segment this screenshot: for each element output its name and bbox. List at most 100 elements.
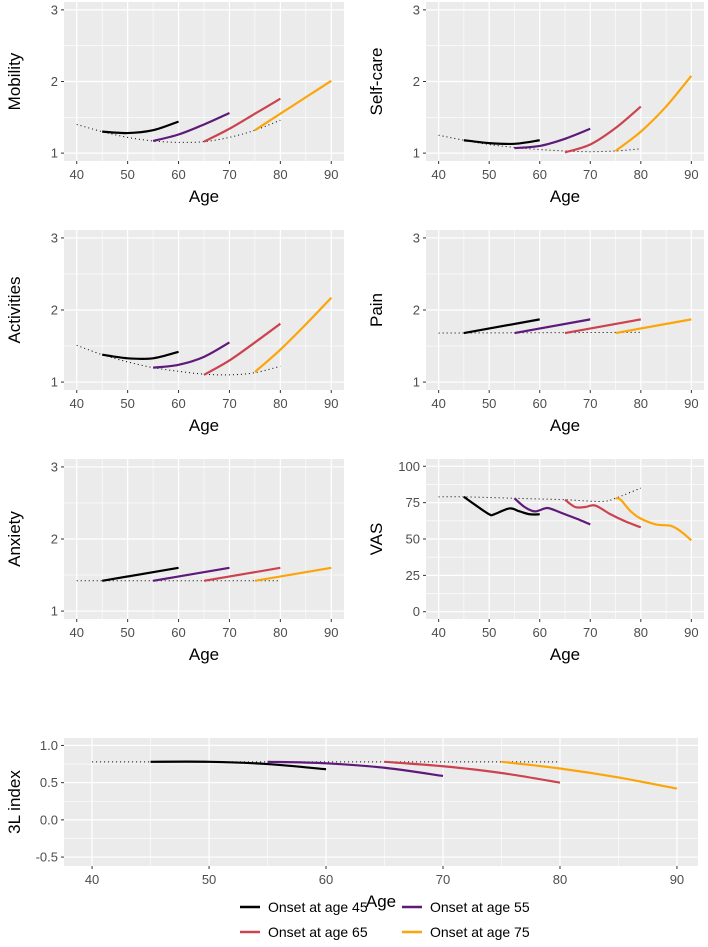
x-axis-label: Age xyxy=(189,645,219,664)
x-tick-label: 80 xyxy=(634,625,648,640)
x-tick-label: 60 xyxy=(532,396,546,411)
x-tick-label: 90 xyxy=(324,167,338,182)
y-tick-label: 75 xyxy=(406,495,420,510)
series-line-onset-45 xyxy=(101,566,179,582)
reference-line xyxy=(438,331,641,334)
y-axis-label: Self-care xyxy=(367,47,386,115)
series-line-onset-65 xyxy=(384,760,561,784)
x-tick-label: 80 xyxy=(553,872,567,887)
x-tick-label: 90 xyxy=(684,625,698,640)
x-tick-label: 40 xyxy=(85,872,99,887)
series-line-onset-45 xyxy=(150,760,327,771)
series-line-onset-75 xyxy=(615,497,693,542)
series-line-onset-55 xyxy=(152,112,230,143)
series-line-onset-65 xyxy=(203,566,281,582)
y-tick-label: 1 xyxy=(413,375,420,390)
y-tick-label: 1 xyxy=(51,146,58,161)
x-axis-label: Age xyxy=(189,416,219,435)
y-tick-label: 25 xyxy=(406,568,420,583)
series-line-onset-45 xyxy=(102,350,179,361)
y-tick-label: 2 xyxy=(51,532,58,547)
y-axis-label: Activities xyxy=(5,276,24,343)
y-axis-label: Mobility xyxy=(5,52,24,110)
legend-label: Onset at age 45 xyxy=(268,899,368,915)
series-line-onset-45 xyxy=(463,318,540,335)
x-tick-label: 60 xyxy=(319,872,333,887)
x-axis-label: Age xyxy=(550,187,580,206)
x-axis-label: Age xyxy=(550,645,580,664)
series-line-onset-45 xyxy=(463,495,540,517)
panel-3l-index: 40 50 60 70 80 90 -0.5 0.0 0.5 1.0 Age 3L index xyxy=(5,738,698,911)
series-line-onset-65 xyxy=(564,105,642,154)
x-tick-label: 60 xyxy=(532,625,546,640)
series-line-onset-65 xyxy=(203,322,282,376)
x-tick-label: 50 xyxy=(482,167,496,182)
x-tick-label: 60 xyxy=(532,167,546,182)
panel-pain: 40 50 60 70 80 90 1 2 3 Age Pain xyxy=(367,230,704,435)
series-line-onset-55 xyxy=(514,318,591,335)
y-tick-label: 2 xyxy=(51,74,58,89)
x-tick-label: 60 xyxy=(171,625,185,640)
x-tick-label: 70 xyxy=(583,625,597,640)
x-tick-label: 70 xyxy=(583,167,597,182)
x-tick-label: 50 xyxy=(482,625,496,640)
y-tick-label: 3 xyxy=(413,230,420,245)
y-tick-label: 1 xyxy=(51,375,58,390)
y-tick-label: 1 xyxy=(51,604,58,619)
legend-item: Onset at age 75 xyxy=(402,924,530,940)
series-line-onset-65 xyxy=(564,318,642,335)
x-tick-label: 60 xyxy=(171,396,185,411)
x-tick-label: 90 xyxy=(684,396,698,411)
y-axis-label: 3L index xyxy=(5,770,24,834)
panel-mobility: 40 50 60 70 80 90 1 2 3 Age Mobility xyxy=(5,2,344,206)
series-line-onset-75 xyxy=(614,75,693,152)
y-tick-label: 100 xyxy=(398,459,420,474)
x-tick-label: 50 xyxy=(120,396,134,411)
y-tick-label: 2 xyxy=(413,74,420,89)
x-tick-label: 70 xyxy=(436,872,450,887)
x-tick-label: 40 xyxy=(431,625,445,640)
x-tick-label: 40 xyxy=(431,396,445,411)
x-tick-label: 70 xyxy=(222,167,236,182)
y-tick-label: 3 xyxy=(51,230,58,245)
legend-label: Onset at age 75 xyxy=(430,924,530,940)
x-tick-label: 70 xyxy=(222,396,236,411)
x-tick-label: 90 xyxy=(324,625,338,640)
x-tick-label: 40 xyxy=(69,625,83,640)
y-tick-label: 2 xyxy=(413,303,420,318)
legend: Onset at age 45 Onset at age 55 Onset at a… xyxy=(240,899,530,940)
x-tick-label: 50 xyxy=(482,396,496,411)
y-tick-label: 0.0 xyxy=(40,812,58,827)
y-tick-label: 0 xyxy=(413,604,420,619)
series-line-onset-65 xyxy=(203,97,281,143)
y-tick-label: 1 xyxy=(413,146,420,161)
series-line-onset-45 xyxy=(463,139,540,146)
y-axis-label: Pain xyxy=(367,293,386,327)
y-tick-label: -0.5 xyxy=(36,850,58,865)
series-line-onset-55 xyxy=(514,127,591,150)
x-axis-label: Age xyxy=(366,892,396,911)
y-tick-label: 3 xyxy=(51,2,58,17)
x-tick-label: 90 xyxy=(684,167,698,182)
series-line-onset-65 xyxy=(564,498,642,529)
x-tick-label: 90 xyxy=(324,396,338,411)
legend-item: Onset at age 55 xyxy=(402,899,530,915)
y-tick-label: 2 xyxy=(51,303,58,318)
series-line-onset-75 xyxy=(254,566,332,582)
series-line-onset-75 xyxy=(254,79,332,132)
x-tick-label: 40 xyxy=(69,396,83,411)
y-tick-label: 3 xyxy=(51,459,58,474)
x-tick-label: 90 xyxy=(670,872,684,887)
y-tick-label: 0.5 xyxy=(40,775,58,790)
series-line-onset-75 xyxy=(254,296,333,373)
x-tick-label: 40 xyxy=(69,167,83,182)
panel-vas: 40 50 60 70 80 90 0 25 50 75 100 Age VAS xyxy=(367,459,704,664)
panel-self-care: 40 50 60 70 80 90 1 2 3 Age Self-care xyxy=(367,2,704,206)
x-tick-label: 80 xyxy=(273,396,287,411)
x-tick-label: 40 xyxy=(431,167,445,182)
y-tick-label: 50 xyxy=(406,532,420,547)
y-tick-label: 3 xyxy=(413,2,420,17)
x-tick-label: 70 xyxy=(222,625,236,640)
x-axis-label: Age xyxy=(189,187,219,206)
panel-anxiety: 40 50 60 70 80 90 1 2 3 Age Anxiety xyxy=(5,459,344,664)
